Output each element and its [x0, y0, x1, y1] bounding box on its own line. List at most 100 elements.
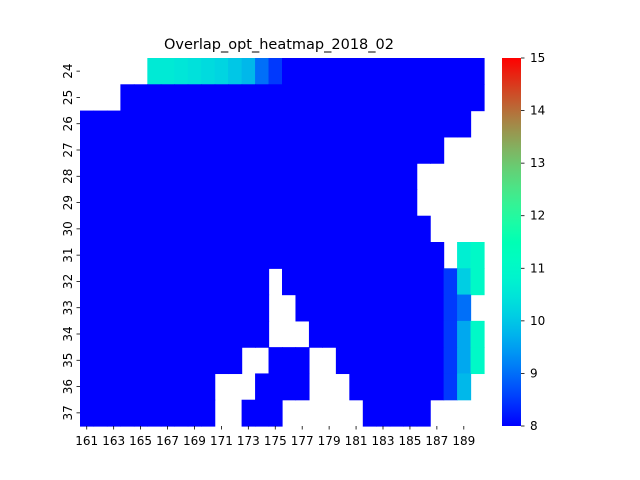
heatmap-cell: [403, 84, 418, 112]
heatmap-cell: [430, 242, 445, 269]
heatmap-cell: [93, 189, 108, 217]
heatmap-cell: [187, 189, 202, 217]
heatmap-cell: [295, 163, 310, 191]
heatmap-cell: [430, 84, 445, 112]
heatmap-cell: [389, 320, 404, 348]
heatmap-cell: [133, 373, 148, 401]
heatmap-cell: [268, 242, 283, 269]
heatmap-cell: [120, 242, 135, 269]
heatmap-cell: [228, 268, 243, 296]
x-tick-label: 165: [129, 434, 152, 448]
heatmap-cell: [174, 320, 189, 348]
heatmap-cell: [80, 215, 95, 243]
heatmap-cell: [362, 294, 377, 322]
heatmap-cell: [362, 136, 377, 164]
heatmap-cell: [80, 242, 95, 269]
heatmap-cell: [228, 189, 243, 217]
y-tick-label: 37: [61, 405, 75, 420]
colorbar-tick-label: 10: [530, 314, 545, 328]
heatmap-cell: [80, 373, 95, 401]
y-tick-label: 26: [61, 116, 75, 131]
heatmap-cell: [403, 58, 418, 85]
heatmap-cell: [147, 294, 162, 322]
heatmap-cell: [201, 163, 216, 191]
heatmap-cell: [241, 58, 256, 85]
heatmap-cell: [120, 110, 135, 138]
heatmap-cell: [457, 294, 472, 322]
heatmap-cell: [376, 84, 391, 112]
heatmap-cell: [174, 294, 189, 322]
x-tick-label: 183: [372, 434, 395, 448]
heatmap-cell: [389, 58, 404, 85]
colorbar-tick-label: 14: [530, 104, 545, 118]
heatmap-cell: [389, 215, 404, 243]
heatmap-cell: [349, 373, 364, 401]
heatmap-cell: [349, 347, 364, 375]
heatmap-cell: [376, 242, 391, 269]
heatmap-cell: [416, 58, 431, 85]
heatmap-cell: [201, 320, 216, 348]
heatmap-cell: [255, 373, 270, 401]
heatmap-cell: [349, 189, 364, 217]
heatmap-cell: [416, 294, 431, 322]
heatmap-cell: [174, 110, 189, 138]
x-tick-label: 169: [183, 434, 206, 448]
heatmap-cell: [160, 110, 175, 138]
heatmap-cell: [362, 347, 377, 375]
heatmap-cell: [174, 136, 189, 164]
y-tick-label: 24: [61, 64, 75, 79]
heatmap-cell: [362, 163, 377, 191]
heatmap-cell: [376, 373, 391, 401]
heatmap-cell: [133, 136, 148, 164]
heatmap-cell: [241, 163, 256, 191]
x-tick-label: 179: [318, 434, 341, 448]
heatmap-cell: [80, 294, 95, 322]
heatmap-cell: [147, 399, 162, 427]
heatmap-cell: [443, 294, 458, 322]
heatmap-cell: [335, 189, 350, 217]
x-tick-label: 173: [237, 434, 260, 448]
heatmap-cell: [268, 189, 283, 217]
heatmap-cell: [308, 189, 323, 217]
heatmap-cell: [457, 320, 472, 348]
heatmap-cell: [268, 347, 283, 375]
heatmap-cell: [322, 268, 337, 296]
heatmap-cell: [174, 215, 189, 243]
heatmap-cell: [133, 242, 148, 269]
heatmap-cell: [403, 189, 418, 217]
heatmap-cell: [187, 110, 202, 138]
heatmap-cell: [457, 242, 472, 269]
heatmap-cells: [80, 58, 485, 427]
heatmap-cell: [93, 373, 108, 401]
heatmap-cell: [187, 215, 202, 243]
heatmap-cell: [322, 84, 337, 112]
x-tick-label: 177: [291, 434, 314, 448]
x-tick-label: 189: [452, 434, 475, 448]
heatmap-cell: [268, 84, 283, 112]
heatmap-cell: [187, 320, 202, 348]
heatmap-cell: [376, 320, 391, 348]
heatmap-cell: [268, 58, 283, 85]
heatmap-cell: [93, 215, 108, 243]
heatmap-cell: [93, 136, 108, 164]
heatmap-cell: [349, 84, 364, 112]
heatmap-cell: [228, 58, 243, 85]
x-tick-label: 167: [156, 434, 179, 448]
colorbar-tick-label: 9: [530, 366, 538, 380]
x-tick-label: 181: [345, 434, 368, 448]
x-tick-label: 171: [210, 434, 233, 448]
heatmap-cell: [362, 84, 377, 112]
heatmap-cell: [147, 163, 162, 191]
heatmap-cell: [308, 294, 323, 322]
colorbar-tick-label: 11: [530, 261, 545, 275]
heatmap-cell: [160, 58, 175, 85]
y-tick-label: 34: [61, 326, 75, 341]
heatmap-cell: [187, 84, 202, 112]
heatmap-cell: [80, 136, 95, 164]
heatmap-cell: [147, 136, 162, 164]
heatmap-cell: [106, 268, 121, 296]
heatmap-cell: [308, 58, 323, 85]
heatmap-cell: [214, 242, 229, 269]
heatmap-cell: [93, 294, 108, 322]
heatmap-cell: [295, 215, 310, 243]
